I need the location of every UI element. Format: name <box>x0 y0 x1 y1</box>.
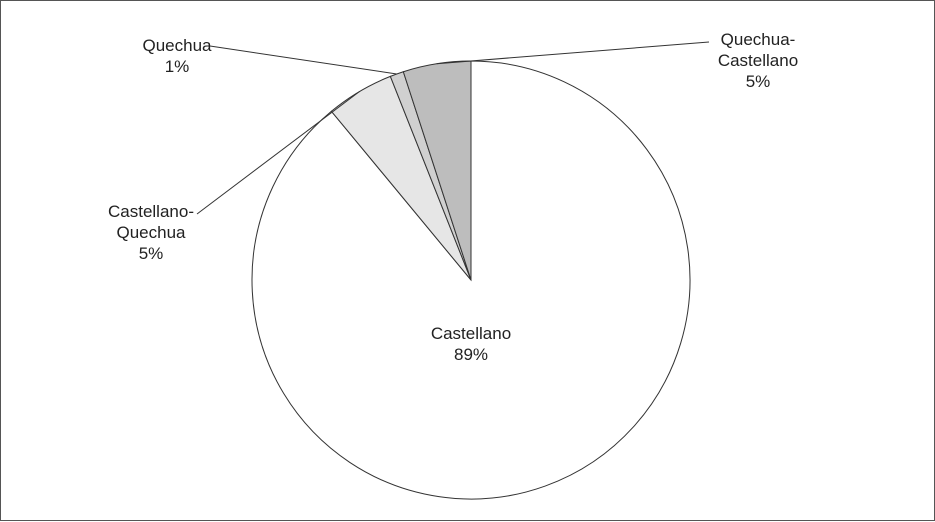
leader-line-quechua-castellano <box>436 41 710 65</box>
slice-label-line: Quechua <box>143 36 213 55</box>
slice-label-line: 89% <box>454 345 488 364</box>
slice-label-quechua-castellano: Quechua- Castellano 5% <box>718 30 798 91</box>
slice-label-line: 5% <box>139 244 164 263</box>
slice-label-line: Castellano <box>431 324 511 343</box>
slice-label-line: Quechua- <box>721 30 796 49</box>
slice-label-line: Quechua <box>117 223 187 242</box>
slice-label-line: 5% <box>746 72 771 91</box>
leader-line-castellano-quechua <box>196 91 360 215</box>
slice-label-line: Castellano- <box>108 202 194 221</box>
slice-label-line: Castellano <box>718 51 798 70</box>
leader-line-quechua <box>209 45 397 75</box>
slice-label-line: 1% <box>165 57 190 76</box>
slice-labels: Castellano 89%Castellano-Quechua 5%Quechua… <box>108 30 798 364</box>
slice-label-quechua: Quechua 1% <box>143 36 213 76</box>
pie-slices <box>251 60 691 500</box>
slice-label-castellano: Castellano 89% <box>431 324 511 364</box>
slice-label-castellano-quechua: Castellano- Quechua 5% <box>108 202 194 263</box>
leader-lines <box>196 41 710 215</box>
